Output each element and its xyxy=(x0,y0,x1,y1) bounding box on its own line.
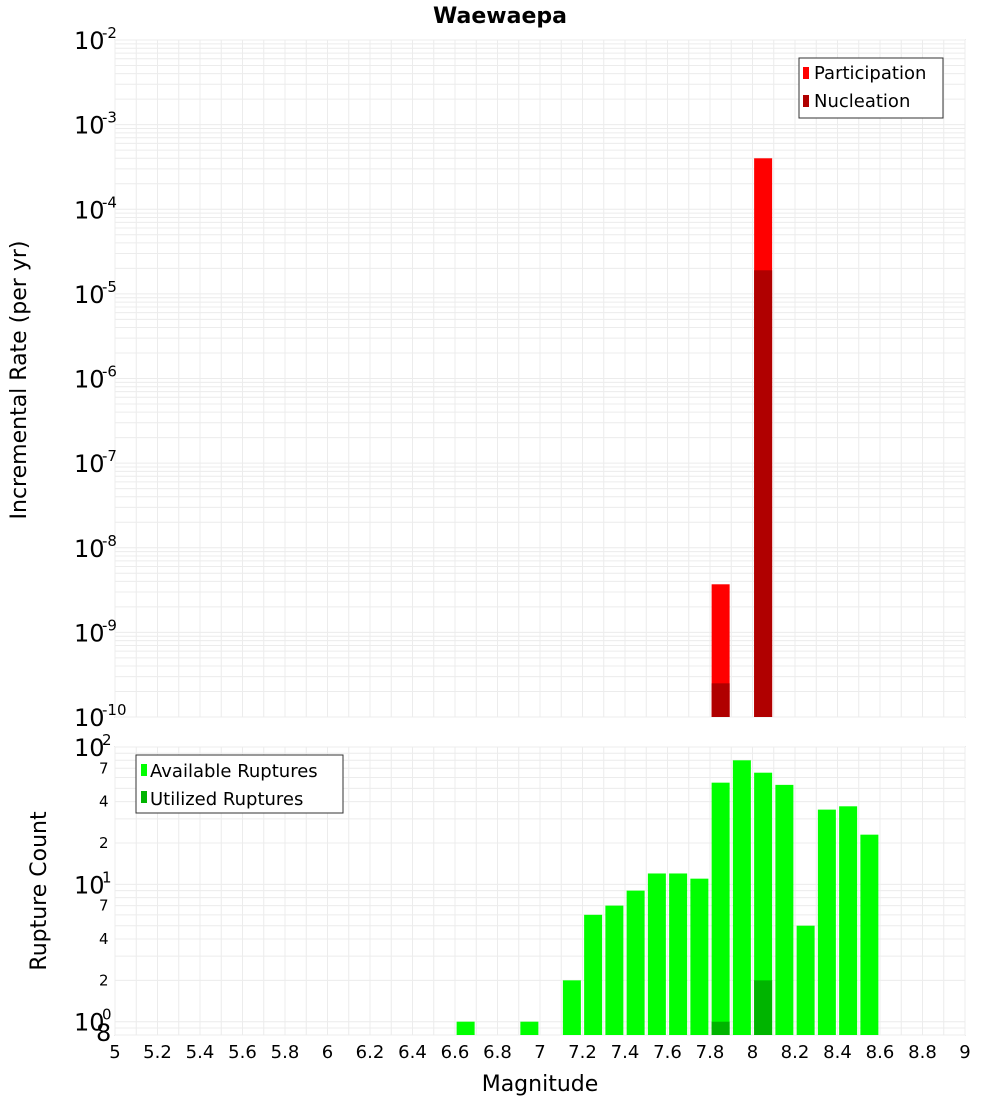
bottom-available-ruptures-bar xyxy=(860,834,879,1035)
legend-label-available: Available Ruptures xyxy=(150,761,318,782)
bottom-available-ruptures-bar xyxy=(584,914,603,1035)
top-y-tick-exponent: -2 xyxy=(102,24,117,42)
top-y-tick-exponent: -6 xyxy=(102,363,117,381)
chart-title: Waewaepa xyxy=(433,4,567,29)
legend-swatch-participation xyxy=(803,67,809,79)
x-tick-label: 5.2 xyxy=(143,1042,172,1063)
x-tick-labels: 5 5.2 5.4 5.6 5.8 6 6.2 6.4 6.6 6.8 7 7.2 7.4 7.6 7.8 8… xyxy=(109,1042,970,1063)
x-tick-label: 7.6 xyxy=(653,1042,682,1063)
bottom-y-tick-base: 10 xyxy=(74,734,105,762)
legend-label-participation: Participation xyxy=(814,63,926,84)
top-y-tick-exponent: -5 xyxy=(102,278,117,296)
x-tick-label: 7.8 xyxy=(696,1042,725,1063)
bottom-y-axis-label: Rupture Count xyxy=(27,811,52,971)
bottom-legend: Available Ruptures Utilized Ruptures xyxy=(135,754,344,814)
bottom-available-ruptures-bar xyxy=(796,925,815,1035)
bottom-available-ruptures-bar xyxy=(456,1021,475,1035)
top-y-tick-exponent: -8 xyxy=(102,532,117,550)
x-tick-label: 8.4 xyxy=(823,1042,852,1063)
x-tick-label: 9 xyxy=(959,1042,970,1063)
x-tick-label: 7 xyxy=(534,1042,545,1063)
x-axis-label: Magnitude xyxy=(482,1072,599,1097)
x-tick-label: 8 xyxy=(747,1042,758,1063)
bottom-y-tick-base: 10 xyxy=(74,1009,105,1037)
legend-swatch-available xyxy=(141,764,147,776)
top-nucleation-bar xyxy=(711,683,730,717)
bottom-y-minor-tick: 4 xyxy=(99,930,109,948)
top-bars xyxy=(711,158,773,718)
bottom-available-ruptures-bar xyxy=(754,772,773,1035)
bottom-available-ruptures-bar xyxy=(839,806,858,1035)
bottom-y-minor-tick: 2 xyxy=(99,971,109,989)
top-y-tick-exponent: -9 xyxy=(102,616,117,634)
top-y-tick-base: 10 xyxy=(74,112,105,140)
top-gridlines xyxy=(114,39,966,718)
bottom-available-ruptures-bar xyxy=(605,905,624,1035)
x-tick-label: 5 xyxy=(109,1042,120,1063)
bottom-available-ruptures-bar xyxy=(775,784,794,1035)
top-nucleation-bar xyxy=(754,270,773,717)
x-tick-label: 5.4 xyxy=(186,1042,215,1063)
bottom-available-ruptures-bar xyxy=(562,980,581,1035)
legend-label-nucleation: Nucleation xyxy=(814,91,910,112)
bottom-available-ruptures-bar xyxy=(520,1021,539,1035)
top-legend-box xyxy=(798,57,944,119)
top-y-tick-base: 10 xyxy=(74,27,105,55)
x-tick-label: 8.8 xyxy=(908,1042,937,1063)
x-tick-label: 6.4 xyxy=(398,1042,427,1063)
x-tick-label: 6.8 xyxy=(483,1042,512,1063)
x-tick-label: 6.6 xyxy=(441,1042,470,1063)
x-tick-label: 5.6 xyxy=(228,1042,257,1063)
top-y-tick-base: 10 xyxy=(74,450,105,478)
bottom-y-tick-base: 10 xyxy=(74,871,105,899)
bottom-y-minor-tick: 8 xyxy=(96,1019,111,1047)
bottom-available-ruptures-bar xyxy=(711,782,730,1035)
x-tick-label: 7.4 xyxy=(611,1042,640,1063)
bottom-y-minor-tick: 7 xyxy=(99,759,109,777)
bottom-y-tick-exponent: 2 xyxy=(102,731,112,749)
bottom-available-ruptures-bar xyxy=(626,890,645,1035)
top-y-axis-label: Incremental Rate (per yr) xyxy=(7,241,32,520)
top-y-tick-exponent: -4 xyxy=(102,193,117,211)
bottom-utilized-ruptures-bar xyxy=(711,1021,730,1035)
bottom-available-ruptures-bar xyxy=(817,809,836,1035)
bottom-bars xyxy=(456,760,879,1035)
top-y-tick-base: 10 xyxy=(74,619,105,647)
x-tick-label: 5.8 xyxy=(271,1042,300,1063)
bottom-y-minor-tick: 2 xyxy=(99,834,109,852)
x-tick-label: 8.6 xyxy=(866,1042,895,1063)
bottom-available-ruptures-bar xyxy=(669,873,688,1035)
x-tick-label: 6.2 xyxy=(356,1042,385,1063)
top-y-tick-base: 10 xyxy=(74,196,105,224)
bottom-legend-box xyxy=(135,754,344,814)
top-y-tick-base: 10 xyxy=(74,704,105,732)
bottom-y-tick-exponent: 0 xyxy=(102,1006,112,1024)
bottom-utilized-ruptures-bar xyxy=(754,980,773,1035)
legend-label-utilized: Utilized Ruptures xyxy=(150,789,303,810)
top-y-tick-exponent: -10 xyxy=(102,701,127,719)
legend-swatch-nucleation xyxy=(803,95,809,107)
bottom-available-ruptures-bar xyxy=(732,760,751,1035)
x-tick-label: 8.2 xyxy=(781,1042,810,1063)
top-y-tick-exponent: -7 xyxy=(102,447,117,465)
bottom-available-ruptures-bar xyxy=(690,878,709,1035)
x-tick-label: 7.2 xyxy=(568,1042,597,1063)
top-y-tick-base: 10 xyxy=(74,535,105,563)
top-y-tick-base: 10 xyxy=(74,366,105,394)
bottom-y-minor-tick: 4 xyxy=(99,793,109,811)
bottom-y-minor-tick: 7 xyxy=(99,897,109,915)
legend-swatch-utilized xyxy=(141,791,147,803)
top-legend: Participation Nucleation xyxy=(798,57,944,119)
top-y-tick-exponent: -3 xyxy=(102,109,117,127)
bottom-y-tick-exponent: 1 xyxy=(102,868,112,886)
bottom-available-ruptures-bar xyxy=(647,873,666,1035)
top-y-tick-base: 10 xyxy=(74,281,105,309)
x-tick-label: 6 xyxy=(322,1042,333,1063)
